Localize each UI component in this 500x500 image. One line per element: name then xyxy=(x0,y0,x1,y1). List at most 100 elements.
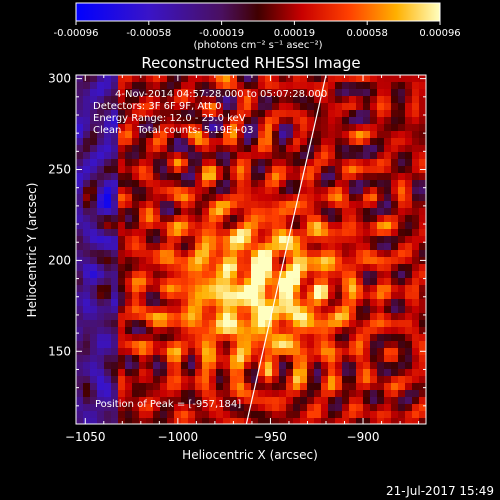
heatmap-cell xyxy=(251,222,259,230)
heatmap-cell xyxy=(244,362,252,370)
heatmap-cell xyxy=(83,313,91,321)
heatmap-cell xyxy=(209,180,217,188)
heatmap-cell xyxy=(118,369,126,377)
heatmap-cell xyxy=(90,173,98,181)
heatmap-cell xyxy=(195,271,203,279)
heatmap-cell xyxy=(111,89,119,97)
heatmap-cell xyxy=(370,292,378,300)
heatmap-cell xyxy=(202,96,210,104)
heatmap-cell xyxy=(398,257,406,265)
heatmap-cell xyxy=(76,362,84,370)
heatmap-cell xyxy=(195,222,203,230)
heatmap-cell xyxy=(153,362,161,370)
heatmap-cell xyxy=(202,187,210,195)
heatmap-cell xyxy=(328,131,336,139)
heatmap-cell xyxy=(258,89,266,97)
heatmap-cell xyxy=(384,96,392,104)
heatmap-cell xyxy=(111,292,119,300)
heatmap-cell xyxy=(146,229,154,237)
heatmap-cell xyxy=(398,152,406,160)
heatmap-cell xyxy=(195,418,203,424)
heatmap-cell xyxy=(181,341,189,349)
heatmap-cell xyxy=(349,229,357,237)
heatmap-cell xyxy=(167,397,175,405)
heatmap-cell xyxy=(286,75,294,83)
heatmap-cell xyxy=(363,124,371,132)
heatmap-cell xyxy=(335,215,343,223)
heatmap-cell xyxy=(202,89,210,97)
heatmap-cells xyxy=(76,75,426,424)
heatmap-cell xyxy=(174,82,182,90)
heatmap-cell xyxy=(160,320,168,328)
heatmap-cell xyxy=(314,264,322,272)
heatmap-cell xyxy=(146,390,154,398)
heatmap-cell xyxy=(167,306,175,314)
heatmap-cell xyxy=(307,327,315,335)
heatmap-cell xyxy=(328,194,336,202)
heatmap-cell xyxy=(181,383,189,391)
heatmap-cell xyxy=(223,124,231,132)
heatmap-cell xyxy=(356,369,364,377)
heatmap-cell xyxy=(146,327,154,335)
heatmap-cell xyxy=(209,166,217,174)
heatmap-cell xyxy=(321,131,329,139)
heatmap-cell xyxy=(202,166,210,174)
heatmap-cell xyxy=(83,257,91,265)
heatmap-cell xyxy=(335,152,343,160)
heatmap-cell xyxy=(90,355,98,363)
heatmap-cell xyxy=(293,299,301,307)
heatmap-cell xyxy=(272,201,280,209)
heatmap-cell xyxy=(209,299,217,307)
heatmap-cell xyxy=(160,411,168,419)
heatmap-cell xyxy=(83,194,91,202)
heatmap-cell xyxy=(118,222,126,230)
heatmap-cell xyxy=(363,208,371,216)
heatmap-cell xyxy=(419,208,426,216)
heatmap-cell xyxy=(244,243,252,251)
heatmap-cell xyxy=(412,208,420,216)
heatmap-cell xyxy=(328,159,336,167)
heatmap-cell xyxy=(377,264,385,272)
heatmap-cell xyxy=(216,187,224,195)
heatmap-cell xyxy=(370,201,378,209)
heatmap-cell xyxy=(405,390,413,398)
heatmap-cell xyxy=(132,250,140,258)
heatmap-cell xyxy=(160,299,168,307)
heatmap-cell xyxy=(265,208,273,216)
heatmap-cell xyxy=(153,236,161,244)
heatmap-cell xyxy=(349,194,357,202)
heatmap-cell xyxy=(412,299,420,307)
heatmap-cell xyxy=(244,201,252,209)
heatmap-cell xyxy=(244,418,252,424)
heatmap-cell xyxy=(167,145,175,153)
heatmap-cell xyxy=(153,306,161,314)
heatmap-cell xyxy=(188,334,196,342)
heatmap-cell xyxy=(363,264,371,272)
heatmap-cell xyxy=(405,334,413,342)
heatmap-cell xyxy=(76,201,84,209)
heatmap-cell xyxy=(146,166,154,174)
colorbar-label: (photons cm⁻² s⁻¹ asec⁻²) xyxy=(193,40,322,51)
heatmap-cell xyxy=(314,285,322,293)
heatmap-cell xyxy=(342,110,350,118)
heatmap-cell xyxy=(90,138,98,146)
heatmap-cell xyxy=(139,341,147,349)
heatmap-cell xyxy=(314,82,322,90)
heatmap-cell xyxy=(391,327,399,335)
heatmap-cell xyxy=(146,418,154,424)
heatmap-cell xyxy=(146,145,154,153)
heatmap-cell xyxy=(398,376,406,384)
heatmap-cell xyxy=(328,173,336,181)
heatmap-cell xyxy=(104,159,112,167)
heatmap-cell xyxy=(83,250,91,258)
heatmap-cell xyxy=(97,103,105,111)
heatmap-cell xyxy=(181,89,189,97)
heatmap-cell xyxy=(342,264,350,272)
heatmap-cell xyxy=(363,411,371,419)
heatmap-cell xyxy=(160,110,168,118)
heatmap-cell xyxy=(167,124,175,132)
heatmap-cell xyxy=(272,173,280,181)
heatmap-cell xyxy=(384,152,392,160)
heatmap-cell xyxy=(76,208,84,216)
